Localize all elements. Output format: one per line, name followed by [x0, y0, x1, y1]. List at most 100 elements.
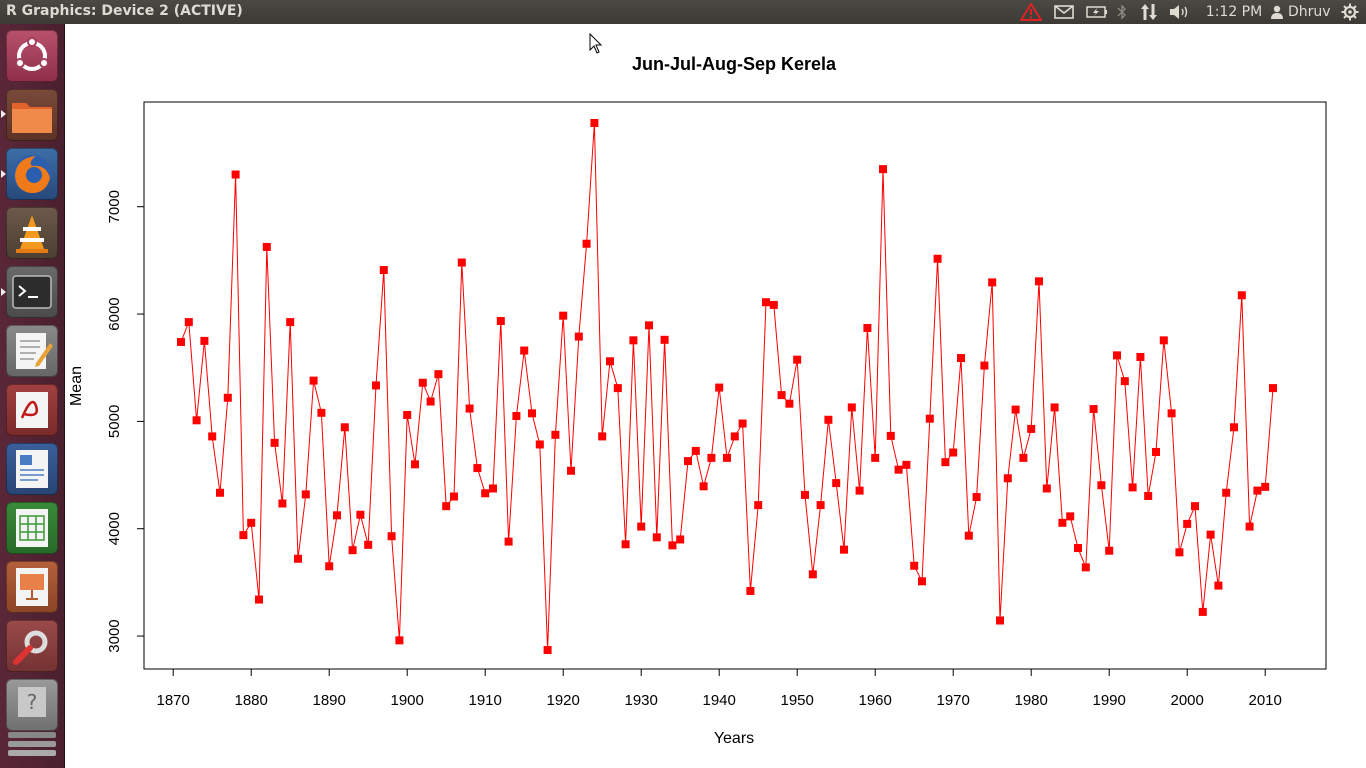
unknown-app-icon[interactable]: ?: [6, 679, 58, 731]
data-point: [192, 416, 201, 425]
data-point: [1011, 405, 1020, 414]
volume-icon[interactable]: [1168, 0, 1192, 24]
data-series: [177, 119, 1277, 654]
data-point: [528, 409, 536, 418]
data-point: [255, 595, 263, 604]
data-point: [294, 554, 302, 563]
clock[interactable]: 1:12 PM: [1205, 4, 1263, 20]
top-panel: R Graphics: Device 2 (ACTIVE) 1:12 PM Dh…: [0, 0, 1366, 24]
data-point: [520, 346, 529, 355]
data-point: [239, 531, 248, 540]
data-point: [777, 391, 786, 400]
data-point: [1058, 518, 1067, 527]
data-point: [1253, 486, 1262, 495]
impress-icon[interactable]: [6, 561, 58, 613]
vlc-icon[interactable]: [6, 207, 58, 259]
x-tick-label: 1990: [1093, 692, 1126, 709]
bluetooth-icon[interactable]: [1114, 0, 1130, 24]
data-point: [1066, 512, 1075, 521]
data-point: [340, 423, 349, 432]
data-point: [1081, 563, 1090, 572]
warning-icon[interactable]: [1018, 0, 1044, 24]
data-point: [1245, 522, 1254, 531]
data-point: [980, 361, 989, 370]
x-tick-label: 1980: [1015, 692, 1048, 709]
y-tick-label: 3000: [106, 619, 123, 652]
ubuntu-dash-icon[interactable]: [6, 30, 58, 82]
launcher-stack: [6, 732, 58, 762]
gear-icon[interactable]: [1338, 0, 1362, 24]
battery-icon[interactable]: [1084, 0, 1110, 24]
x-tick-label: 1950: [781, 692, 814, 709]
window-title: R Graphics: Device 2 (ACTIVE): [6, 3, 243, 19]
y-axis-label: Mean: [68, 366, 85, 406]
writer-icon[interactable]: [6, 443, 58, 495]
data-point: [278, 499, 287, 508]
x-tick-label: 1930: [625, 692, 658, 709]
data-point: [442, 502, 451, 511]
calc-icon[interactable]: [6, 502, 58, 554]
data-point: [1269, 384, 1277, 393]
data-point: [317, 408, 326, 417]
x-tick-label: 2000: [1171, 692, 1204, 709]
data-point: [348, 546, 357, 555]
data-point: [840, 545, 848, 554]
data-point: [1120, 377, 1129, 386]
data-point: [1003, 474, 1012, 483]
data-point: [676, 535, 685, 544]
data-point: [1191, 502, 1199, 511]
user-name[interactable]: Dhruv: [1288, 4, 1331, 20]
y-tick-label: 5000: [106, 405, 123, 438]
data-point: [1128, 483, 1137, 492]
data-point: [481, 489, 490, 498]
text-editor-icon[interactable]: [6, 325, 58, 377]
data-point: [684, 457, 692, 466]
data-point: [325, 562, 334, 571]
data-point: [200, 336, 209, 345]
data-point: [567, 466, 575, 475]
network-icon[interactable]: [1138, 0, 1160, 24]
data-point: [543, 646, 552, 654]
data-point: [715, 383, 724, 392]
y-tick-label: 4000: [106, 512, 123, 545]
data-point: [582, 239, 591, 248]
data-point: [379, 266, 388, 275]
data-point: [738, 419, 747, 428]
data-point: [1222, 488, 1231, 497]
data-point: [457, 258, 466, 267]
data-point: [941, 458, 950, 467]
pdf-viewer-icon[interactable]: [6, 384, 58, 436]
data-point: [418, 378, 427, 387]
data-point: [785, 399, 794, 408]
data-point: [208, 432, 217, 441]
data-point: [1261, 482, 1270, 491]
data-point: [301, 490, 310, 499]
terminal-icon[interactable]: [6, 266, 58, 318]
data-point: [793, 355, 802, 364]
data-point: [1198, 607, 1207, 616]
data-point: [184, 318, 193, 327]
system-settings-icon[interactable]: [6, 620, 58, 672]
data-point: [1050, 403, 1059, 412]
data-point: [668, 541, 677, 550]
x-tick-label: 1880: [235, 692, 268, 709]
x-tick-label: 1940: [703, 692, 736, 709]
data-point: [434, 370, 443, 379]
mail-icon[interactable]: [1052, 0, 1076, 24]
data-point: [247, 518, 256, 527]
chart-title: Jun-Jul-Aug-Sep Kerela: [632, 54, 837, 74]
data-point: [933, 254, 942, 263]
data-point: [972, 493, 981, 502]
data-point: [902, 460, 911, 469]
data-point: [1152, 447, 1160, 456]
data-point: [512, 412, 521, 421]
data-point: [652, 533, 661, 542]
data-point: [1237, 291, 1246, 300]
data-point: [949, 448, 958, 457]
data-point: [613, 384, 622, 393]
data-point: [730, 432, 739, 441]
firefox-icon[interactable]: [6, 148, 58, 200]
files-icon[interactable]: [6, 89, 58, 141]
x-tick-label: 1890: [313, 692, 346, 709]
x-tick-label: 1910: [469, 692, 502, 709]
